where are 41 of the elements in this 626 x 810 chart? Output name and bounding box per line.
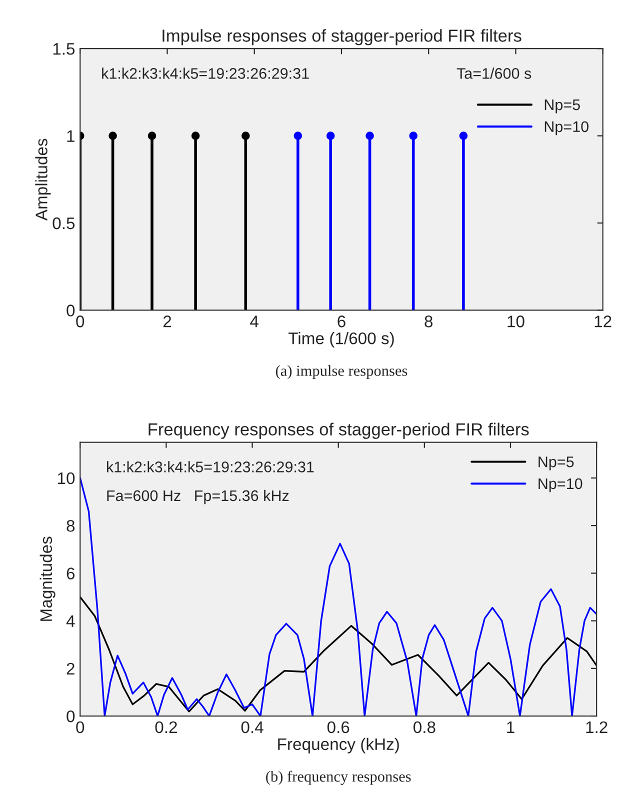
- y-tick-label: 1: [67, 130, 74, 142]
- x-tick-label: 6: [338, 316, 346, 328]
- legend-label: Np=10: [544, 121, 588, 136]
- x-tick-label: 1: [507, 722, 514, 733]
- annotation: k1:k2:k3:k4:k5=19:23:26:29:31: [102, 68, 309, 79]
- x-tick-label: 10: [508, 316, 524, 328]
- x-tick-label: 4: [250, 316, 259, 328]
- y-tick-label: 2: [66, 662, 74, 674]
- y-tick-label: 0: [66, 710, 75, 722]
- legend-label: Np=5: [544, 100, 580, 114]
- y-tick-label: 1.5: [53, 43, 75, 55]
- y-tick-label: 0.5: [52, 217, 75, 230]
- y-tick-label: 0: [66, 304, 75, 316]
- x-tick-label: 0.2: [155, 721, 177, 734]
- y-axis-title: Magnitudes: [40, 536, 56, 621]
- legend-label: Np=5: [538, 456, 574, 470]
- x-tick-label: 0.8: [413, 721, 436, 734]
- line-series: [80, 596, 597, 712]
- x-tick-label: 2: [163, 316, 172, 328]
- text: (b) frequency responses: [266, 770, 411, 785]
- x-tick-label: 0.4: [241, 721, 264, 734]
- y-tick-label: 6: [66, 568, 75, 580]
- text: (a) impulse responses: [276, 365, 408, 380]
- x-axis-title: Frequency (kHz): [278, 738, 399, 754]
- annotation: Ta=1/600 s: [456, 68, 532, 79]
- y-tick-label: 10: [58, 472, 75, 484]
- x-tick-label: 0: [76, 316, 84, 328]
- y-tick-label: 4: [66, 615, 75, 627]
- x-tick-label: 8: [424, 316, 433, 328]
- y-axis-title: Amplitudes: [35, 138, 51, 221]
- annotation: k1:k2:k3:k4:k5=19:23:26:29:31: [106, 461, 314, 472]
- y-tick-label: 8: [66, 520, 75, 532]
- legend-label: Np=10: [538, 478, 582, 492]
- x-axis-title: Time (1/600 s): [288, 332, 394, 348]
- annotation: Fa=600 Hz Fp=15.36 kHz: [107, 490, 289, 504]
- chart-title: Frequency responses of stagger-period FIR filters: [148, 422, 529, 439]
- x-tick-label: 1.2: [586, 721, 608, 733]
- x-tick-label: 12: [594, 316, 612, 328]
- x-tick-label: 0: [76, 721, 84, 734]
- x-tick-label: 0.6: [327, 721, 350, 734]
- chart-title: Impulse responses of stagger-period FIR filters: [162, 29, 522, 46]
